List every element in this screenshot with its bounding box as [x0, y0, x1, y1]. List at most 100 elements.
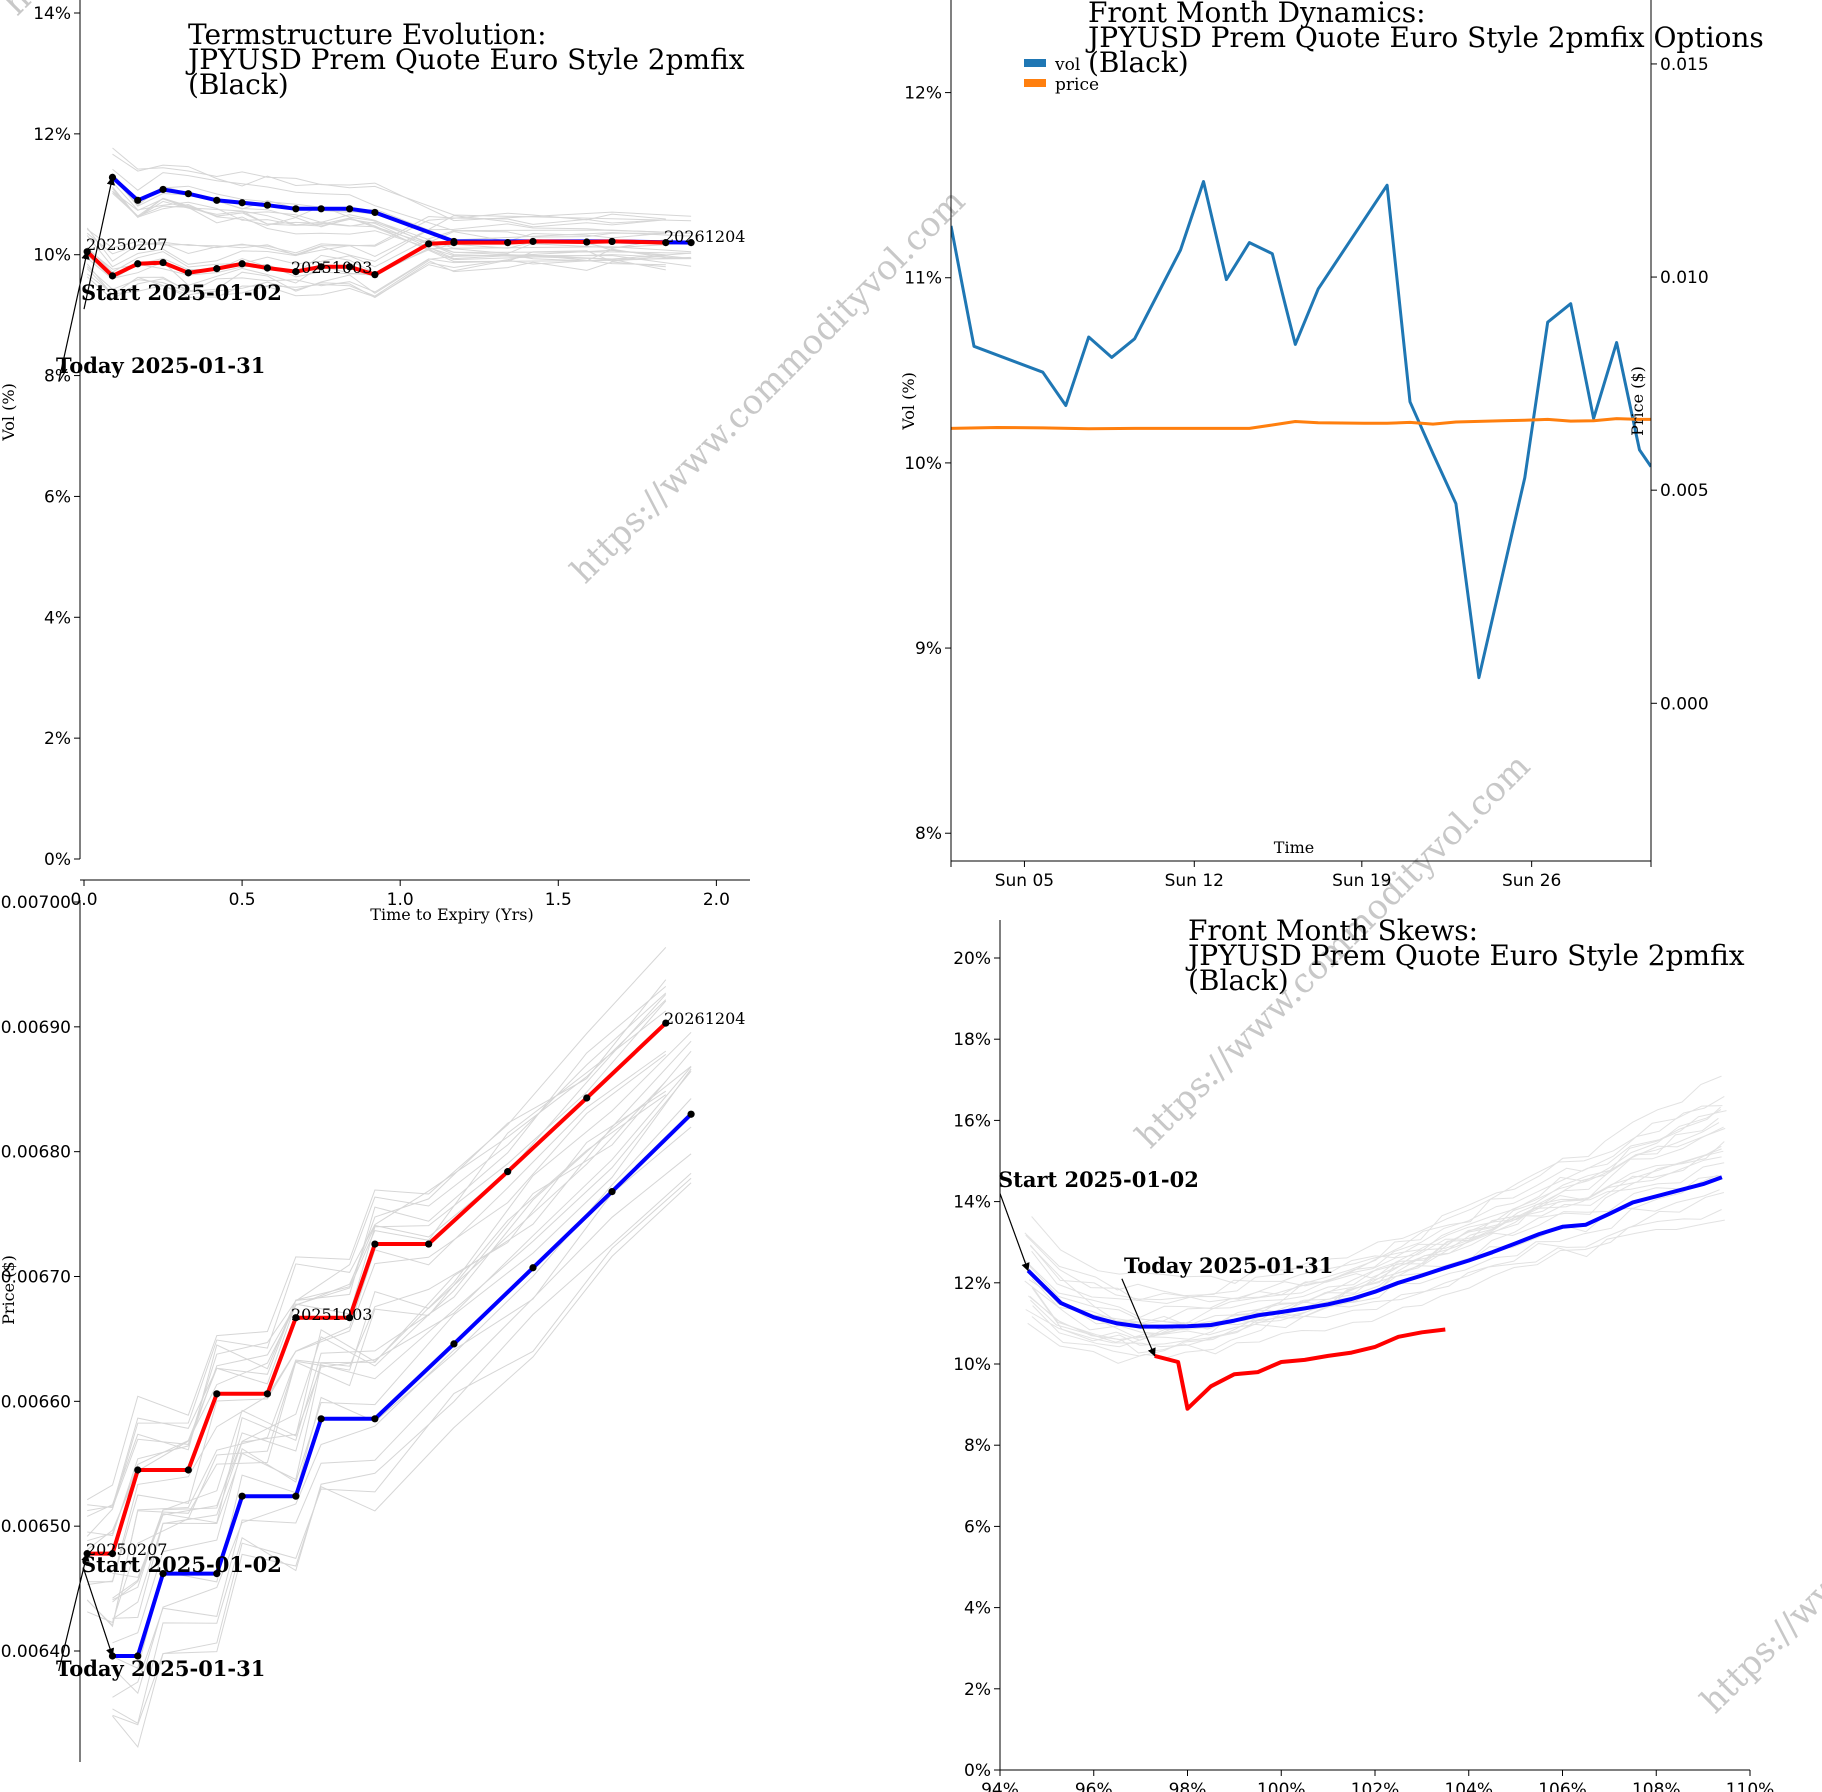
dyn-y-tick-label: 8% — [915, 824, 942, 844]
term-title: Termstructure Evolution: JPYUSD Prem Quo… — [185, 18, 864, 101]
price-history-line — [112, 1172, 692, 1725]
skew-y-tick-label: 10% — [953, 1355, 991, 1375]
term-data-point — [425, 240, 433, 248]
term-history-line — [86, 258, 666, 298]
term-y-tick-label: 12% — [33, 125, 71, 145]
term-data-point — [371, 208, 379, 217]
dyn-y2-axis-label: Price ($) — [1628, 366, 1647, 436]
price-termstructure-chart: 0.00640 0.00650 0.00660 0.00670 0.00680 0.006… — [0, 893, 745, 1762]
dyn-title-line-3: (Black) — [1088, 46, 1189, 79]
price-annotation-arrow-0 — [83, 1569, 115, 1657]
price-history-line — [112, 1177, 692, 1726]
price-data-point — [583, 1094, 591, 1102]
price-data-point — [292, 1314, 300, 1322]
front-month-dynamics-chart: 8% 9% 10% 11% 12% Sun 05 Sun 12 Sun 19 Sun 26 0.0… — [899, 0, 1764, 891]
term-x-axis-label: Time to Expiry (Yrs) — [370, 905, 533, 924]
front-month-skews-chart: 0% 2% 4% 6% 8% 10% 12% 14% 16% 18% 20% 94% 96% 98% 100… — [953, 914, 1774, 1792]
term-y-tick-label: 4% — [44, 608, 71, 628]
skew-history-line — [1024, 1145, 1722, 1318]
price-y-tick-label: 0.00650 — [1, 1517, 71, 1537]
skew-history-line — [1024, 1150, 1724, 1297]
term-data-point — [184, 269, 192, 277]
skew-y-tick-label: 16% — [953, 1111, 991, 1131]
skew-history-line — [1027, 1174, 1718, 1327]
term-history-line — [112, 181, 692, 254]
term-annotation-arrow-0 — [83, 176, 115, 310]
term-data-point — [213, 265, 221, 273]
price-data-point — [108, 1550, 117, 1558]
price-history-line — [87, 1000, 667, 1542]
price-data-point — [213, 1570, 221, 1578]
term-data-point — [371, 271, 379, 279]
term-history-line — [86, 215, 666, 262]
dyn-series-line-vol — [951, 180, 1651, 680]
legend-swatch-price — [1024, 79, 1046, 87]
skew-annotation-arrow-1 — [1121, 1278, 1156, 1357]
skew-title: Front Month Skews: JPYUSD Prem Quote Eur… — [1185, 914, 1752, 997]
dyn-axes: 8% 9% 10% 11% 12% Sun 05 Sun 12 Sun 19 Sun 26 0.0… — [904, 0, 1709, 891]
skew-y-tick-label: 6% — [964, 1517, 991, 1537]
price-history-line — [86, 999, 667, 1537]
term-data-point — [504, 239, 512, 247]
price-y-tick-label: 0.00670 — [1, 1268, 71, 1288]
skew-y-tick-label: 20% — [953, 949, 991, 969]
price-data-point — [450, 1340, 458, 1348]
term-today-annotation: Today 2025-01-31 — [56, 353, 265, 378]
skew-history-line — [1025, 1175, 1720, 1303]
price-history-lines — [86, 947, 692, 1748]
term-data-point — [263, 264, 271, 272]
skew-series-group — [999, 1175, 1723, 1411]
price-data-point — [184, 1466, 192, 1474]
dyn-x-tick-label: Sun 26 — [1502, 871, 1561, 891]
term-y-tick-label: 0% — [44, 850, 71, 870]
term-history-line — [86, 212, 666, 255]
term-y-tick-label: 10% — [33, 246, 71, 266]
skew-y-tick-label: 2% — [964, 1680, 991, 1700]
skew-history-line — [1029, 1127, 1726, 1341]
term-data-point — [317, 205, 325, 213]
price-history-line — [87, 992, 667, 1509]
skew-y-tick-label: 12% — [953, 1274, 991, 1294]
term-data-point — [184, 190, 192, 198]
price-data-point — [238, 1492, 246, 1500]
price-history-line — [87, 1050, 667, 1586]
term-y-tick-label: 8% — [44, 367, 71, 387]
price-data-point — [529, 1264, 537, 1272]
skew-history-line — [1030, 1109, 1722, 1341]
legend-swatch-vol — [1024, 59, 1046, 67]
term-history-line — [86, 260, 666, 300]
price-history-line — [87, 1080, 667, 1624]
price-data-point — [317, 1415, 325, 1423]
price-history-line — [87, 1053, 667, 1583]
skew-axes: 0% 2% 4% 6% 8% 10% 12% 14% 16% 18% 20% 94% 96% 98% 100… — [953, 920, 1774, 1792]
dyn-x-axis-label: Time — [1274, 838, 1314, 857]
skew-x-tick-label: 106% — [1538, 1780, 1587, 1792]
price-history-line — [112, 1070, 692, 1620]
skew-y-tick-label: 0% — [964, 1761, 991, 1781]
dyn-y-tick-label: 10% — [904, 454, 942, 474]
term-history-line — [112, 190, 692, 260]
skew-history-line — [1029, 1148, 1722, 1301]
termstructure-chart: 0% 2% 4% 6% 8% 10% 12% 14% 0.0 0.5 1.0 1.5 2.0 Terms… — [0, 0, 864, 924]
dyn-y2-tick-label: 0.000 — [1660, 694, 1709, 714]
dyn-y2-tick-label: 0.010 — [1660, 268, 1709, 288]
price-y-tick-label: 0.00660 — [1, 1392, 71, 1412]
term-title-line-3: (Black) — [188, 68, 289, 101]
term-history-line — [112, 192, 692, 267]
skew-x-tick-label: 96% — [1075, 1780, 1113, 1792]
term-history-line — [86, 248, 666, 296]
dyn-y-axis-label: Vol (%) — [899, 372, 918, 431]
term-history-line — [112, 191, 692, 260]
price-y-tick-label: 0.00690 — [1, 1018, 71, 1038]
price-y-tick-label: 0.00680 — [1, 1143, 71, 1163]
dyn-x-tick-label: Sun 05 — [995, 871, 1054, 891]
term-data-point — [529, 237, 537, 246]
skew-title-line-1: Front Month Skews: — [1188, 914, 1478, 947]
term-x-tick-label: 1.0 — [387, 890, 414, 910]
price-data-point — [425, 1240, 433, 1248]
term-title-line-2: JPYUSD Prem Quote Euro Style 2pmfix Opti… — [185, 43, 864, 76]
term-series-line-0 — [111, 175, 692, 245]
dyn-title-line-2: JPYUSD Prem Quote Euro Style 2pmfix Opti… — [1085, 21, 1764, 54]
skew-x-tick-label: 100% — [1257, 1780, 1306, 1792]
skew-history-line — [1028, 1106, 1721, 1325]
